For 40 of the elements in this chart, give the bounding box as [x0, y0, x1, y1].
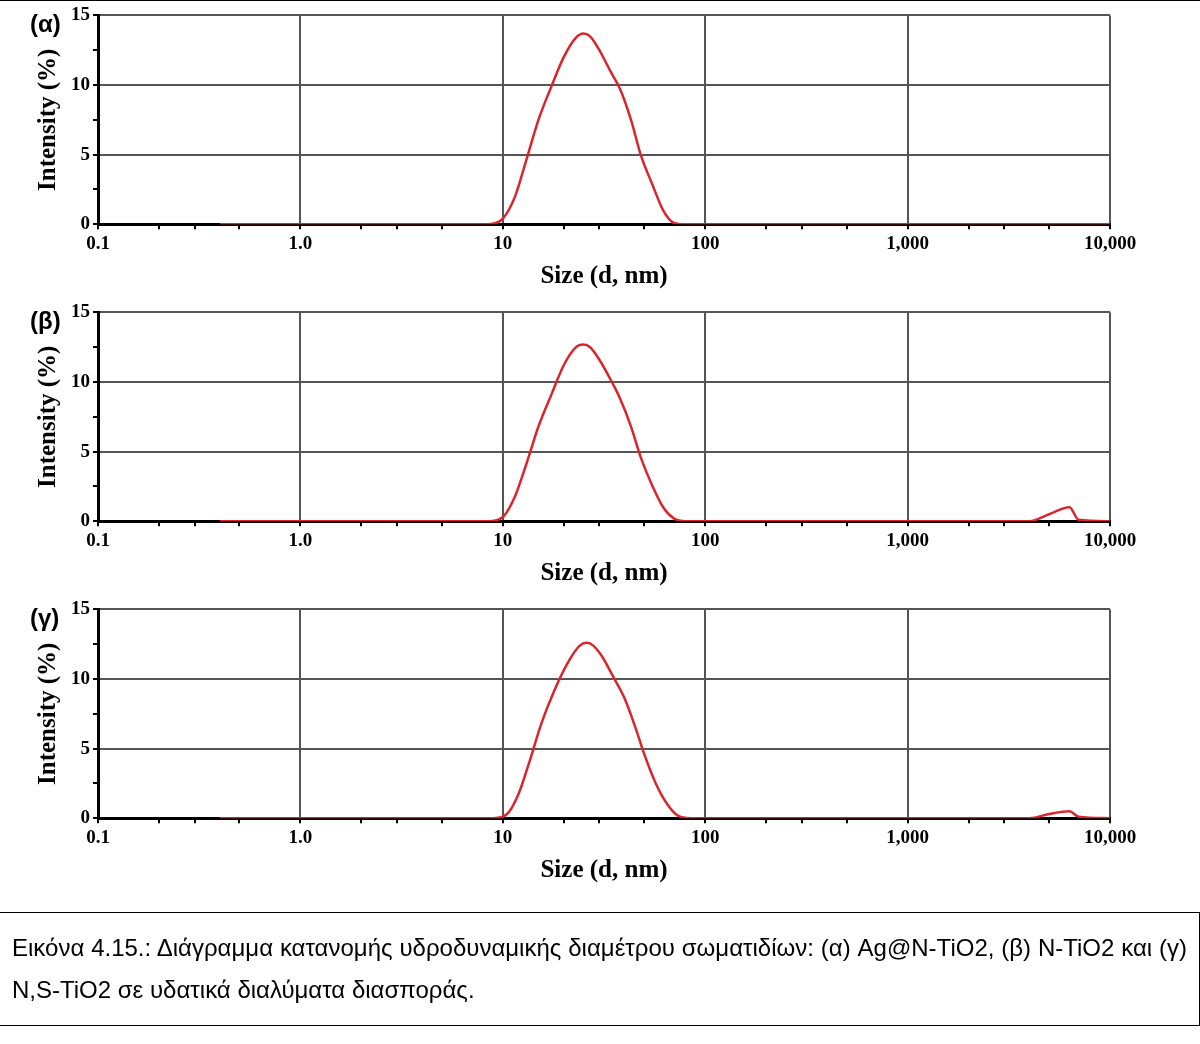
- y-tick-label: 15: [71, 300, 90, 322]
- x-tick-label: 100: [690, 825, 720, 847]
- x-tick-label: 1,000: [886, 231, 929, 253]
- y-axis-title: Intensity (%): [33, 48, 62, 191]
- x-tick-label: 1.0: [288, 528, 313, 550]
- x-tick-label: 0.1: [86, 825, 110, 847]
- x-tick-label: 10,000: [1083, 231, 1137, 253]
- x-axis-title: Size (d, nm): [540, 855, 668, 884]
- x-tick-label: 1,000: [886, 528, 929, 550]
- y-tick-label: 15: [71, 597, 90, 619]
- y-tick-label: 0: [80, 509, 90, 531]
- y-tick-label: 0: [80, 806, 90, 828]
- x-tick-label: 10: [493, 528, 513, 550]
- y-tick-label: 10: [71, 369, 90, 391]
- y-axis-title: Intensity (%): [33, 642, 62, 785]
- x-tick-label: 1.0: [288, 825, 313, 847]
- y-tick-label: 5: [80, 142, 90, 164]
- y-tick-label: 5: [80, 439, 90, 461]
- y-tick-label: 0: [80, 212, 90, 234]
- x-tick-label: 10,000: [1083, 825, 1137, 847]
- x-tick-label: 100: [690, 528, 720, 550]
- y-tick-label: 15: [71, 3, 90, 25]
- y-tick-label: 10: [71, 72, 90, 94]
- x-axis-title: Size (d, nm): [540, 261, 668, 290]
- y-axis-title: Intensity (%): [33, 345, 62, 488]
- x-tick-label: 1.0: [288, 231, 313, 253]
- x-tick-label: 0.1: [86, 231, 110, 253]
- x-tick-label: 10,000: [1083, 528, 1137, 550]
- chart-title: (β): [30, 306, 61, 334]
- x-tick-label: 0.1: [86, 528, 110, 550]
- x-tick-label: 10: [493, 825, 513, 847]
- chart-title: (γ): [30, 603, 60, 631]
- text: Εικόνα 4.15.: Διάγραμμα κατανομής υδροδυναμικής διαμέτρου σωματιδίων: (α) Ag@N-TiO2, (β) N-TiO2 και (γ) N,S-TiO2 σε υδατικά διαλύματα διασποράς.: [0, 912, 1200, 1026]
- x-tick-label: 1,000: [886, 825, 929, 847]
- y-tick-label: 10: [71, 666, 90, 688]
- x-axis-title: Size (d, nm): [540, 558, 668, 587]
- x-tick-label: 10: [493, 231, 513, 253]
- x-tick-label: 100: [690, 231, 720, 253]
- chart-title: (α): [30, 9, 61, 37]
- y-tick-label: 5: [80, 736, 90, 758]
